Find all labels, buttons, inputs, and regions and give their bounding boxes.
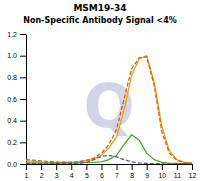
y-tick-mark <box>20 34 26 35</box>
chart: MSM19-34 Non-Specific Antibody Signal <4%… <box>0 0 200 181</box>
y-tick: 1.2 <box>7 31 26 38</box>
x-tick: 4 <box>70 164 74 179</box>
x-axis-line <box>27 164 193 165</box>
x-tick-label: 1 <box>25 172 29 179</box>
y-tick-label: 0.8 <box>7 74 17 81</box>
x-tick-label: 10 <box>158 172 166 179</box>
x-tick: 7 <box>115 164 119 179</box>
x-tick-mark <box>101 164 102 170</box>
y-tick: 0.0 <box>7 161 26 168</box>
x-tick-mark <box>41 164 42 170</box>
chart-container: MSM19-34 Non-Specific Antibody Signal <4%… <box>0 0 200 181</box>
line <box>26 135 192 164</box>
x-tick: 12 <box>189 164 197 179</box>
x-tick: 5 <box>85 164 89 179</box>
y-tick: 0.4 <box>7 117 26 124</box>
x-tick-label: 3 <box>55 172 59 179</box>
y-tick-label: 0.2 <box>7 139 17 146</box>
x-tick-mark <box>177 164 178 170</box>
y-tick-label: 0.4 <box>7 117 17 124</box>
x-tick-mark <box>162 164 163 170</box>
y-tick: 1.0 <box>7 52 26 59</box>
y-tick: 0.8 <box>7 74 26 81</box>
line <box>26 56 192 163</box>
x-tick-label: 4 <box>70 172 74 179</box>
y-tick-mark <box>20 77 26 78</box>
x-tick-mark <box>132 164 133 170</box>
x-tick-mark <box>56 164 57 170</box>
x-tick-label: 12 <box>189 172 197 179</box>
y-tick: 0.2 <box>7 139 26 146</box>
x-tick-mark <box>26 164 27 170</box>
x-tick-mark <box>117 164 118 170</box>
x-tick-label: 7 <box>115 172 119 179</box>
x-tick-mark <box>147 164 148 170</box>
x-tick-mark <box>71 164 72 170</box>
line <box>26 155 192 164</box>
x-tick: 11 <box>174 164 181 179</box>
y-tick-mark <box>20 164 26 165</box>
y-tick-mark <box>20 121 26 122</box>
x-tick: 9 <box>145 164 149 179</box>
plot-area <box>26 56 192 164</box>
y-tick-label: 1.0 <box>7 52 17 59</box>
y-tick-mark <box>20 56 26 57</box>
y-tick-label: 1.2 <box>7 31 17 38</box>
x-tick-label: 9 <box>145 172 149 179</box>
subtitle: Non-Specific Antibody Signal <4% <box>23 16 177 25</box>
x-tick: 6 <box>100 164 104 179</box>
x-tick-label: 5 <box>85 172 89 179</box>
x-tick-label: 8 <box>130 172 134 179</box>
y-tick: 0.6 <box>7 96 26 103</box>
x-tick: 2 <box>40 164 44 179</box>
x-tick-mark <box>86 164 87 170</box>
x-tick-label: 6 <box>100 172 104 179</box>
title: MSM19-34 <box>73 3 126 13</box>
line <box>26 57 192 163</box>
x-tick-label: 11 <box>174 172 181 179</box>
x-tick: 3 <box>55 164 59 179</box>
y-tick-mark <box>20 99 26 100</box>
annotation: Q <box>83 71 134 141</box>
x-tick-mark <box>192 164 193 170</box>
y-tick-label: 0.6 <box>7 96 17 103</box>
x-tick: 1 <box>25 164 29 179</box>
y-axis: 0.0 0.2 0.4 0.6 0.8 1.0 1.2 <box>7 31 26 168</box>
x-tick-label: 2 <box>40 172 44 179</box>
y-tick-mark <box>20 142 26 143</box>
x-tick: 10 <box>158 164 166 179</box>
x-tick: 8 <box>130 164 134 179</box>
y-tick-label: 0.0 <box>7 161 17 168</box>
x-axis: 123456789101112 <box>25 164 197 179</box>
y-axis-line <box>26 35 27 165</box>
